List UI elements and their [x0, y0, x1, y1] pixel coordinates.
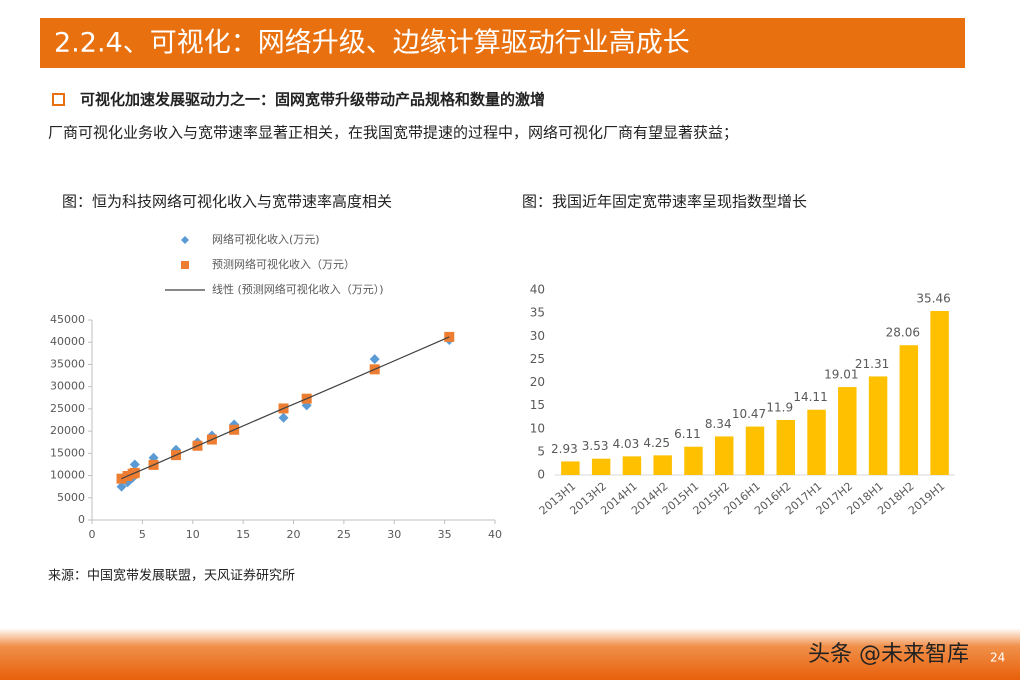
x-tick-label: 10 — [186, 528, 200, 541]
bar — [776, 419, 795, 475]
value-label: 3.53 — [582, 439, 609, 453]
value-label: 2.93 — [551, 442, 578, 456]
y-tick-label: 5000 — [57, 491, 85, 504]
y-tick-label: 10 — [530, 421, 545, 435]
bar — [745, 426, 765, 475]
y-tick-label: 25000 — [50, 402, 85, 415]
page-number: 24 — [990, 651, 1005, 665]
value-label: 19.01 — [824, 368, 858, 382]
bar — [684, 446, 703, 475]
bullet-text: 可视化加速发展驱动力之一：固网宽带升级带动产品规格和数量的激增 — [80, 91, 545, 109]
value-label: 35.46 — [916, 291, 950, 305]
value-label: 4.25 — [643, 436, 670, 450]
trend-line — [121, 336, 450, 480]
legend-swatch — [181, 261, 189, 269]
value-label: 28.06 — [886, 326, 920, 340]
x-tick-label: 5 — [139, 528, 146, 541]
bar — [899, 345, 919, 475]
bar — [838, 387, 857, 475]
y-tick-label: 35000 — [50, 357, 85, 370]
bar — [715, 436, 734, 475]
x-tick-label: 0 — [89, 528, 96, 541]
bullet-icon — [52, 93, 65, 106]
legend-label: 网络可视化收入(万元) — [212, 232, 320, 246]
chart-title: 图：恒为科技网络可视化收入与宽带速率高度相关 — [62, 193, 392, 211]
y-tick-label: 30 — [530, 329, 545, 343]
point — [369, 354, 380, 365]
y-tick-label: 15 — [530, 398, 545, 412]
legend-label: 预测网络可视化收入（万元） — [212, 257, 355, 271]
bar — [561, 461, 580, 475]
value-label: 6.11 — [674, 427, 701, 441]
bar — [807, 409, 826, 475]
body-text: 厂商可视化业务收入与宽带速率显著正相关，在我国宽带提速的过程中，网络可视化厂商有… — [48, 124, 738, 142]
point — [278, 412, 289, 423]
bar — [868, 376, 888, 475]
legend-label: 线性 (预测网络可视化收入（万元）) — [212, 282, 384, 296]
x-tick-label: 20 — [287, 528, 301, 541]
value-label: 21.31 — [855, 357, 889, 371]
x-tick-label: 15 — [236, 528, 250, 541]
y-tick-label: 25 — [530, 352, 545, 366]
x-tick-label: 40 — [488, 528, 502, 541]
footer-band — [0, 628, 1020, 680]
y-tick-label: 45000 — [50, 313, 85, 326]
value-label: 11.9 — [766, 400, 793, 414]
y-tick-label: 15000 — [50, 446, 85, 459]
header-bar — [40, 18, 965, 68]
point — [116, 481, 127, 492]
bar — [653, 455, 672, 475]
chart-title: 图：我国近年固定宽带速率呈现指数型增长 — [522, 193, 807, 211]
legend-swatch — [181, 236, 189, 244]
value-label: 10.47 — [732, 407, 766, 421]
y-tick-label: 0 — [537, 468, 545, 482]
y-tick-label: 10000 — [50, 469, 85, 482]
y-tick-label: 0 — [78, 513, 85, 526]
header-title: 2.2.4、可视化：网络升级、边缘计算驱动行业高成长 — [54, 28, 690, 59]
value-label: 8.34 — [705, 417, 732, 431]
value-label: 14.11 — [793, 390, 827, 404]
y-tick-label: 35 — [530, 306, 545, 320]
x-tick-label: 25 — [337, 528, 351, 541]
x-tick-label: 35 — [438, 528, 452, 541]
bar — [591, 458, 611, 475]
bar — [622, 456, 642, 475]
source: 来源：中国宽带发展联盟，天风证券研究所 — [48, 568, 295, 584]
x-tick-label: 30 — [387, 528, 401, 541]
bar — [930, 310, 949, 475]
y-tick-label: 30000 — [50, 380, 85, 393]
value-label: 4.03 — [613, 437, 640, 451]
point — [129, 459, 140, 470]
y-tick-label: 40 — [530, 283, 545, 297]
y-tick-label: 40000 — [50, 335, 85, 348]
watermark: 头条 @未来智库 — [808, 642, 969, 667]
y-tick-label: 20000 — [50, 424, 85, 437]
y-tick-label: 20 — [530, 375, 545, 389]
y-tick-label: 5 — [537, 444, 545, 458]
